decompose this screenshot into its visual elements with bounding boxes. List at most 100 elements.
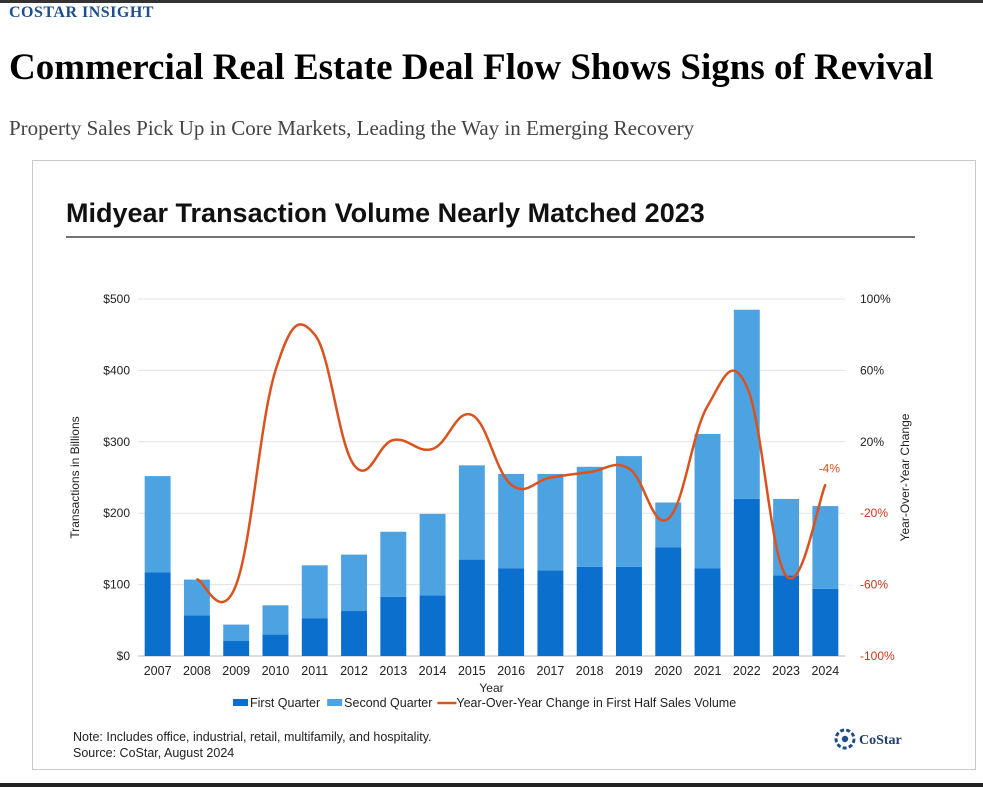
article-headline: Commercial Real Estate Deal Flow Shows S…: [9, 47, 934, 88]
bar-first-quarter: [458, 559, 485, 656]
bar-second-quarter: [223, 624, 250, 642]
legend-label: Year-Over-Year Change in First Half Sale…: [456, 696, 736, 710]
bar-second-quarter: [773, 498, 800, 576]
bar-first-quarter: [419, 595, 446, 656]
bar-first-quarter: [223, 641, 250, 656]
y2-tick-label: -60%: [860, 578, 888, 592]
bottom-rule: [0, 783, 983, 787]
bar-first-quarter: [341, 611, 367, 656]
bar-first-quarter: [616, 566, 642, 656]
yoy-point: [471, 414, 473, 416]
x-tick-label: 2023: [772, 664, 800, 678]
bar-first-quarter: [183, 615, 210, 656]
y-tick-label: $100: [103, 578, 130, 592]
bar-second-quarter: [733, 309, 760, 499]
x-tick-label: 2008: [183, 664, 211, 678]
yoy-point: [353, 464, 355, 466]
y-tick-label: $0: [117, 649, 131, 663]
yoy-point: [235, 583, 237, 586]
costar-logo-text: CoStar: [859, 733, 902, 748]
x-tick-label: 2020: [654, 664, 682, 678]
yoy-point: [196, 578, 198, 581]
x-tick-label: 2009: [222, 664, 250, 678]
y-tick-label: $200: [103, 506, 130, 520]
x-tick-label: 2014: [419, 664, 447, 678]
chart-card: Midyear Transaction Volume Nearly Matche…: [32, 160, 976, 770]
x-tick-label: 2024: [811, 664, 839, 678]
yoy-point: [824, 483, 827, 486]
x-tick-label: 2015: [458, 664, 486, 678]
yoy-point: [746, 385, 748, 388]
bar-first-quarter: [262, 634, 289, 656]
bar-second-quarter: [616, 456, 642, 567]
bar-second-quarter: [537, 473, 564, 571]
y2-tick-label: -20%: [860, 506, 888, 520]
bar-second-quarter: [812, 506, 839, 589]
x-tick-label: 2012: [340, 664, 368, 678]
yoy-point: [510, 483, 512, 486]
bar-first-quarter: [694, 568, 721, 656]
gridlines: [138, 298, 845, 657]
bar-first-quarter: [380, 596, 407, 656]
bar-first-quarter: [773, 575, 800, 656]
legend-label: First Quarter: [250, 696, 320, 710]
y2-axis-label: Year-Over-Year Change: [898, 413, 912, 541]
x-tick-label: 2011: [301, 664, 328, 678]
legend-label: Second Quarter: [344, 696, 432, 710]
bar-first-quarter: [144, 572, 171, 656]
bar-second-quarter: [655, 502, 682, 548]
y2-tick-label: 20%: [860, 435, 884, 449]
x-tick-label: 2007: [144, 664, 172, 678]
x-tick-label: 2022: [733, 664, 761, 678]
yoy-point: [431, 448, 434, 450]
bar-second-quarter: [419, 513, 446, 596]
y2-tick-label: -100%: [860, 649, 895, 663]
chart-note: Note: Includes office, industrial, retai…: [73, 730, 432, 744]
x-axis-label: Year: [479, 681, 503, 695]
bar-first-quarter: [301, 618, 328, 656]
bar-second-quarter: [576, 466, 603, 567]
bar-first-quarter: [537, 570, 564, 656]
bar-second-quarter: [144, 476, 171, 573]
y-tick-label: $500: [103, 292, 130, 306]
axes: $0 $100 $200 $300 $400 $500 -100% -60% -20% 20% 60…: [103, 292, 895, 678]
bar-second-quarter: [262, 605, 289, 635]
x-tick-label: 2010: [262, 664, 290, 678]
yoy-annotation: -4%: [819, 462, 841, 476]
y-tick-label: $300: [103, 435, 130, 449]
legend-swatch: [327, 699, 343, 706]
costar-star-icon: [834, 728, 856, 750]
bar-first-quarter: [733, 498, 760, 656]
x-tick-label: 2019: [615, 664, 643, 678]
chart-title: Midyear Transaction Volume Nearly Matche…: [66, 198, 705, 228]
article-subhead: Property Sales Pick Up in Core Markets, …: [9, 116, 695, 140]
x-tick-label: 2017: [537, 664, 565, 678]
costar-logo: CoStar: [834, 728, 902, 750]
legend-swatch: [233, 699, 248, 706]
yoy-line-layer: -4%: [196, 323, 841, 604]
x-tick-label: 2016: [497, 664, 525, 678]
bars: [144, 309, 839, 656]
bar-first-quarter: [498, 568, 525, 656]
y-axis-label: Transactions in Billions: [68, 416, 82, 538]
x-tick-label: 2013: [379, 664, 407, 678]
bar-second-quarter: [341, 554, 367, 612]
bar-first-quarter: [576, 566, 603, 656]
yoy-point: [549, 476, 552, 479]
yoy-point: [392, 439, 395, 441]
yoy-point: [588, 471, 591, 473]
chart-source: Source: CoStar, August 2024: [73, 746, 234, 760]
bar-first-quarter: [812, 588, 839, 656]
chart-svg: Midyear Transaction Volume Nearly Matche…: [66, 198, 915, 760]
y2-tick-label: 100%: [860, 292, 891, 306]
yoy-point: [667, 517, 670, 520]
y-tick-label: $400: [103, 363, 130, 377]
top-rule: [0, 0, 983, 3]
bar-first-quarter: [655, 547, 682, 656]
bar-second-quarter: [694, 433, 721, 569]
x-tick-label: 2021: [694, 664, 722, 678]
legend: First Quarter Second Quarter Year-Over-Yea…: [233, 696, 736, 710]
yoy-point: [274, 369, 277, 372]
bar-second-quarter: [183, 579, 210, 616]
eyebrow-label: COSTAR INSIGHT: [9, 4, 154, 21]
